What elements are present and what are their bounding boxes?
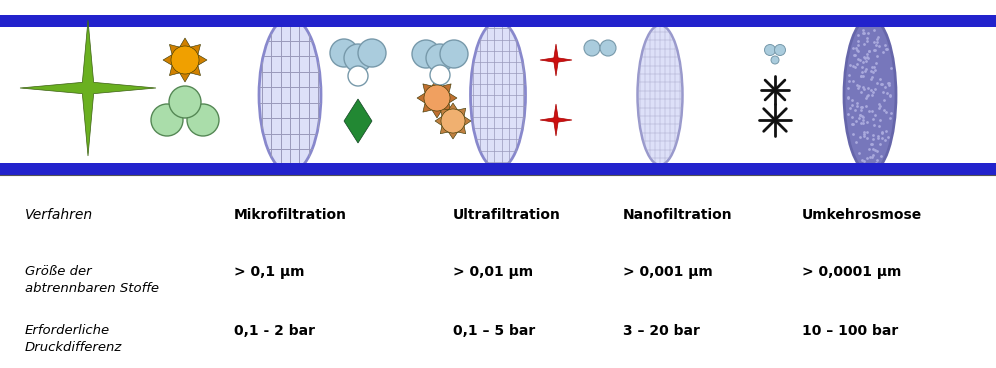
Text: Ultrafiltration: Ultrafiltration bbox=[453, 208, 561, 222]
Circle shape bbox=[330, 39, 358, 67]
Text: 0,1 - 2 bar: 0,1 - 2 bar bbox=[234, 324, 315, 338]
Text: Mikrofiltration: Mikrofiltration bbox=[234, 208, 347, 222]
Circle shape bbox=[344, 44, 372, 72]
Text: Umkehrosmose: Umkehrosmose bbox=[802, 208, 922, 222]
Circle shape bbox=[775, 45, 786, 56]
Text: > 0,001 µm: > 0,001 µm bbox=[622, 265, 712, 279]
Polygon shape bbox=[540, 104, 572, 136]
Circle shape bbox=[765, 45, 776, 56]
Text: 10 – 100 bar: 10 – 100 bar bbox=[802, 324, 898, 338]
Text: > 0,1 µm: > 0,1 µm bbox=[234, 265, 305, 279]
Text: Verfahren: Verfahren bbox=[25, 208, 93, 222]
Circle shape bbox=[600, 40, 616, 56]
Ellipse shape bbox=[259, 18, 321, 173]
Text: Erforderliche
Druckdifferenz: Erforderliche Druckdifferenz bbox=[25, 324, 123, 354]
Circle shape bbox=[171, 46, 199, 74]
Ellipse shape bbox=[844, 18, 896, 173]
Circle shape bbox=[358, 39, 386, 67]
Polygon shape bbox=[540, 44, 572, 76]
Text: > 0,01 µm: > 0,01 µm bbox=[453, 265, 533, 279]
Bar bbox=[0, 163, 996, 175]
Ellipse shape bbox=[637, 25, 682, 165]
Circle shape bbox=[412, 40, 440, 68]
Text: 0,1 – 5 bar: 0,1 – 5 bar bbox=[453, 324, 536, 338]
Polygon shape bbox=[435, 103, 471, 139]
Circle shape bbox=[441, 109, 465, 133]
Text: Nanofiltration: Nanofiltration bbox=[622, 208, 732, 222]
Text: > 0,0001 µm: > 0,0001 µm bbox=[802, 265, 901, 279]
Circle shape bbox=[424, 85, 450, 111]
Circle shape bbox=[426, 44, 454, 72]
Text: 3 – 20 bar: 3 – 20 bar bbox=[622, 324, 699, 338]
Circle shape bbox=[584, 40, 600, 56]
Polygon shape bbox=[20, 20, 156, 156]
Polygon shape bbox=[344, 99, 372, 143]
Circle shape bbox=[440, 40, 468, 68]
Circle shape bbox=[151, 104, 183, 136]
Circle shape bbox=[348, 66, 368, 86]
Ellipse shape bbox=[470, 21, 526, 169]
Polygon shape bbox=[163, 38, 207, 82]
Circle shape bbox=[771, 56, 779, 64]
Bar bbox=[0, 15, 996, 27]
Polygon shape bbox=[417, 78, 457, 118]
Text: Größe der
abtrennbaren Stoffe: Größe der abtrennbaren Stoffe bbox=[25, 265, 159, 295]
Circle shape bbox=[187, 104, 219, 136]
Bar bbox=[0, 15, 996, 175]
Circle shape bbox=[169, 86, 201, 118]
Circle shape bbox=[430, 65, 450, 85]
